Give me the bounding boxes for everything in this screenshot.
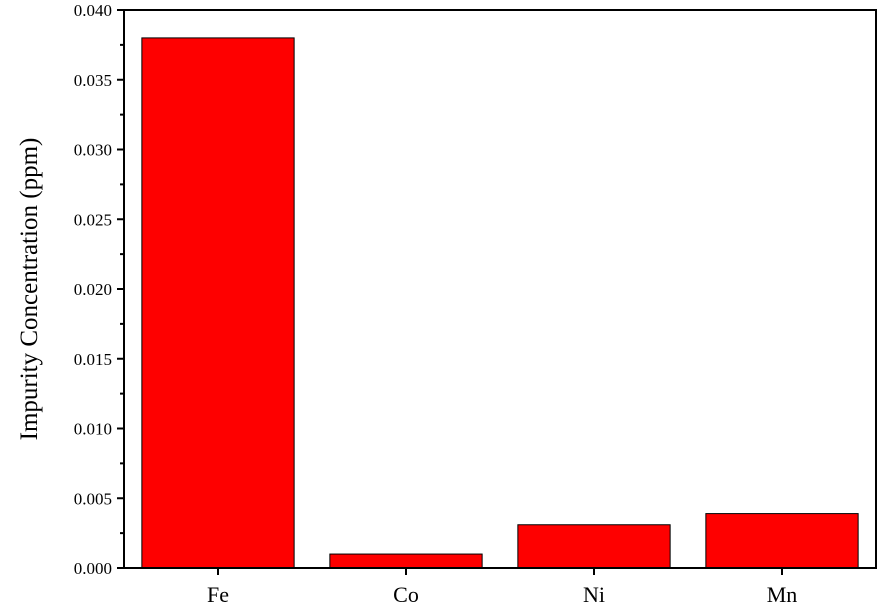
y-tick-label: 0.035 [74, 71, 112, 90]
y-axis-title: Impurity Concentration (ppm) [16, 138, 43, 441]
x-tick-label-fe: Fe [207, 582, 229, 607]
y-tick-label: 0.025 [74, 210, 112, 229]
bar-co [329, 553, 483, 569]
y-tick-label: 0.010 [74, 420, 112, 439]
bar-mn [705, 513, 859, 569]
y-tick-label: 0.000 [74, 559, 112, 578]
x-tick-label-co: Co [393, 582, 419, 607]
bars-group [141, 37, 859, 569]
x-tick-label-mn: Mn [767, 582, 798, 607]
x-axis: Fe Co Ni Mn [207, 568, 797, 607]
y-tick-label: 0.040 [74, 1, 112, 20]
x-tick-label-ni: Ni [583, 582, 605, 607]
y-axis: 0.000 0.005 0.010 0.015 0.020 0.025 0.030 0.035… [74, 1, 124, 578]
y-tick-label: 0.020 [74, 280, 112, 299]
y-tick-label: 0.015 [74, 350, 112, 369]
plot-frame [123, 9, 877, 569]
y-tick-label: 0.005 [74, 489, 112, 508]
y-tick-label: 0.030 [74, 141, 112, 160]
bar-ni [517, 524, 671, 569]
bar-fe [141, 37, 295, 569]
